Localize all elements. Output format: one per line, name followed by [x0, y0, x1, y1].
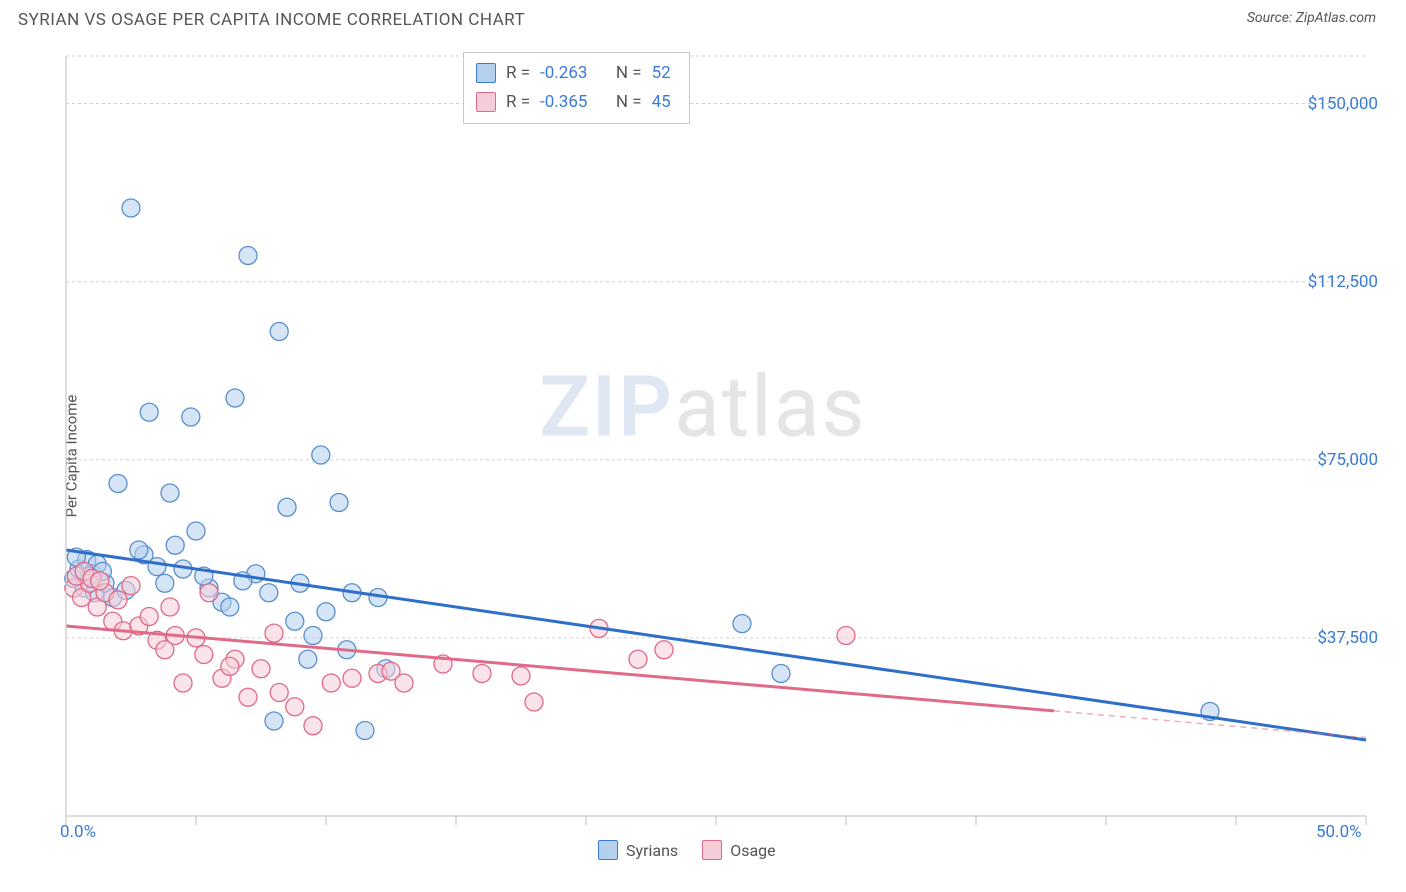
swatch-syrians — [476, 63, 496, 83]
y-tick-label: $75,000 — [1317, 450, 1378, 470]
r-value-osage: -0.365 — [540, 88, 587, 117]
stats-row-syrians: R = -0.263 N = 52 — [476, 59, 671, 88]
legend-label-osage: Osage — [730, 841, 775, 860]
stats-row-osage: R = -0.365 N = 45 — [476, 88, 671, 117]
legend-swatch-syrians — [598, 840, 618, 860]
x-tick-label: 0.0% — [60, 822, 96, 842]
legend-label-syrians: Syrians — [626, 841, 678, 860]
stats-legend-box: R = -0.263 N = 52 R = -0.365 N = 45 — [463, 52, 690, 124]
y-tick-label: $150,000 — [1308, 94, 1378, 114]
scatter-plot — [46, 46, 1386, 866]
chart-container: Per Capita Income ZIPatlas R = -0.263 N … — [18, 46, 1388, 866]
n-label: N = — [616, 88, 642, 117]
r-value-syrians: -0.263 — [540, 59, 587, 88]
legend-swatch-osage — [702, 840, 722, 860]
n-value-osage: 45 — [652, 88, 671, 117]
r-label: R = — [506, 59, 530, 88]
source-label: Source: ZipAtlas.com — [1247, 10, 1376, 26]
x-tick-label: 50.0% — [1316, 822, 1362, 842]
n-label: N = — [616, 59, 642, 88]
n-value-syrians: 52 — [652, 59, 671, 88]
y-tick-label: $37,500 — [1317, 628, 1378, 648]
legend-item-syrians: Syrians — [598, 840, 678, 860]
series-legend: Syrians Osage — [598, 840, 776, 860]
swatch-osage — [476, 92, 496, 112]
chart-title: SYRIAN VS OSAGE PER CAPITA INCOME CORREL… — [18, 10, 525, 30]
r-label: R = — [506, 88, 530, 117]
y-tick-label: $112,500 — [1308, 272, 1378, 292]
legend-item-osage: Osage — [702, 840, 775, 860]
